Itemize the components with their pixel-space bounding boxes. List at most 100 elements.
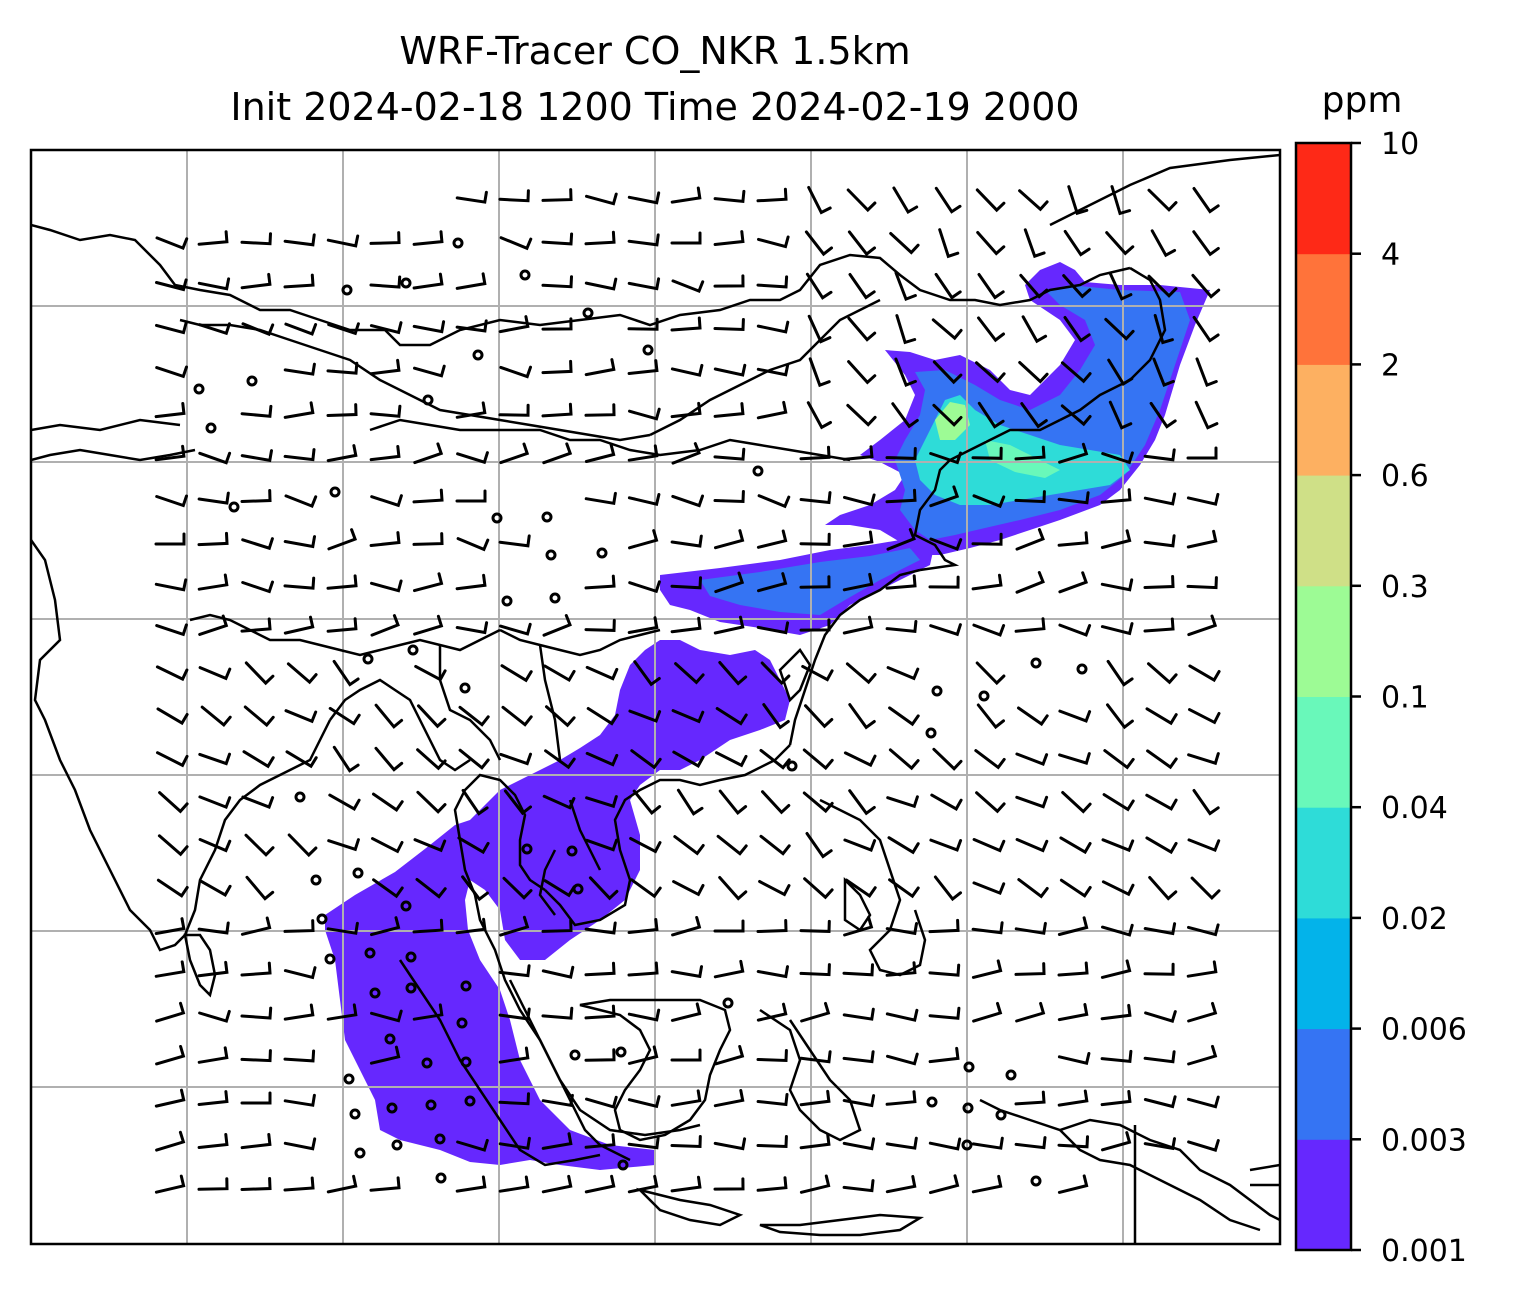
wind-barb	[1015, 1001, 1046, 1023]
wind-barb	[326, 361, 359, 375]
wind-barb	[842, 1094, 876, 1108]
wind-barb	[1187, 614, 1218, 637]
calm-wind-marker	[582, 307, 594, 319]
wind-barb	[197, 531, 229, 547]
wind-barb	[929, 1174, 960, 1195]
wind-barb	[673, 835, 705, 856]
wind-barb	[885, 1090, 917, 1106]
tracer-plume	[325, 262, 1210, 1170]
wind-barb	[245, 875, 275, 901]
wind-barb	[894, 271, 917, 302]
wind-barb	[369, 1176, 401, 1192]
wind-barb	[197, 573, 229, 591]
wind-barb	[155, 665, 189, 682]
calm-wind-marker	[341, 284, 353, 296]
wind-barb	[806, 401, 832, 430]
wind-barb	[756, 1093, 789, 1107]
wind-barb	[760, 661, 791, 686]
calm-wind-marker	[596, 547, 608, 559]
wind-barb	[1188, 664, 1221, 683]
wind-barb	[198, 614, 229, 636]
calm-wind-marker	[926, 1096, 938, 1108]
wind-barb	[1191, 273, 1221, 299]
wind-barb	[756, 363, 790, 377]
wind-barb	[842, 572, 874, 592]
wind-barb	[584, 443, 616, 463]
wind-barb	[1100, 959, 1132, 979]
wind-barb	[1060, 361, 1092, 384]
wind-barb	[1017, 706, 1049, 727]
wind-barb	[372, 792, 404, 812]
wind-barb	[154, 444, 186, 462]
wind-barb	[240, 617, 272, 633]
wind-barb	[241, 322, 275, 337]
wind-barb	[632, 789, 662, 816]
wind-barb	[807, 186, 832, 215]
wind-barb	[584, 491, 617, 506]
wind-barb	[886, 795, 919, 809]
calm-wind-marker	[362, 653, 374, 665]
colorbar-tick-label: 4	[1381, 238, 1400, 273]
wind-barb	[584, 961, 616, 977]
wind-barb	[1107, 358, 1134, 386]
wind-barb	[499, 236, 533, 251]
wind-barb	[541, 1132, 573, 1150]
wind-barb	[456, 451, 489, 465]
wind-barb	[1018, 189, 1049, 212]
wind-barb	[541, 317, 573, 331]
wind-barb	[283, 233, 316, 247]
calm-wind-marker	[405, 982, 417, 994]
colorbar-segment	[1296, 364, 1351, 476]
wind-barb	[197, 230, 229, 246]
wind-barb	[1187, 1139, 1220, 1152]
wind-barb	[1143, 1137, 1176, 1151]
wind-barb	[842, 445, 874, 461]
wind-barb	[1187, 1001, 1218, 1023]
wind-barb	[848, 703, 876, 730]
wind-barb	[1144, 1010, 1177, 1023]
wind-barb	[1015, 752, 1049, 766]
wind-barb	[455, 917, 487, 935]
wind-barb	[1015, 528, 1045, 551]
calm-wind-marker	[545, 549, 557, 561]
wind-barb	[328, 706, 361, 726]
wind-barb	[585, 838, 618, 852]
wind-barb	[628, 709, 662, 723]
wind-barb	[413, 614, 444, 636]
wind-barb	[670, 1175, 702, 1193]
wind-barb	[713, 318, 745, 332]
wind-barb	[713, 1089, 745, 1108]
wind-barb	[326, 921, 359, 935]
calm-wind-marker	[519, 269, 531, 281]
wind-barb	[326, 234, 360, 248]
wind-barb	[498, 1092, 530, 1106]
calm-wind-marker	[541, 511, 553, 523]
wind-barb	[627, 1136, 660, 1150]
wind-barb	[585, 665, 619, 681]
calm-wind-marker	[343, 1073, 355, 1085]
wind-barb	[1059, 878, 1092, 898]
wind-barb	[155, 278, 188, 292]
wind-barb	[848, 789, 876, 816]
calm-wind-marker	[1076, 663, 1088, 675]
wind-barb	[326, 1174, 358, 1194]
wind-barb	[1058, 752, 1091, 765]
wind-barb	[713, 615, 745, 635]
wind-barb	[1100, 622, 1134, 636]
wind-barb	[455, 1175, 487, 1193]
wind-barb	[542, 442, 573, 465]
wind-barb	[1014, 921, 1047, 935]
wind-barb	[805, 832, 833, 859]
wind-barb	[154, 402, 186, 419]
colorbar-tick-label: 0.001	[1381, 1234, 1467, 1269]
wind-barb	[326, 1003, 358, 1021]
calm-wind-marker	[228, 501, 240, 513]
wind-barb	[283, 1093, 316, 1107]
wind-barb	[1153, 314, 1174, 345]
wind-barb	[287, 833, 318, 858]
wind-barb	[500, 664, 533, 683]
wind-barb	[633, 660, 661, 687]
wind-barb	[455, 319, 488, 333]
wind-barb	[756, 529, 788, 549]
wind-barb	[1057, 1052, 1091, 1066]
